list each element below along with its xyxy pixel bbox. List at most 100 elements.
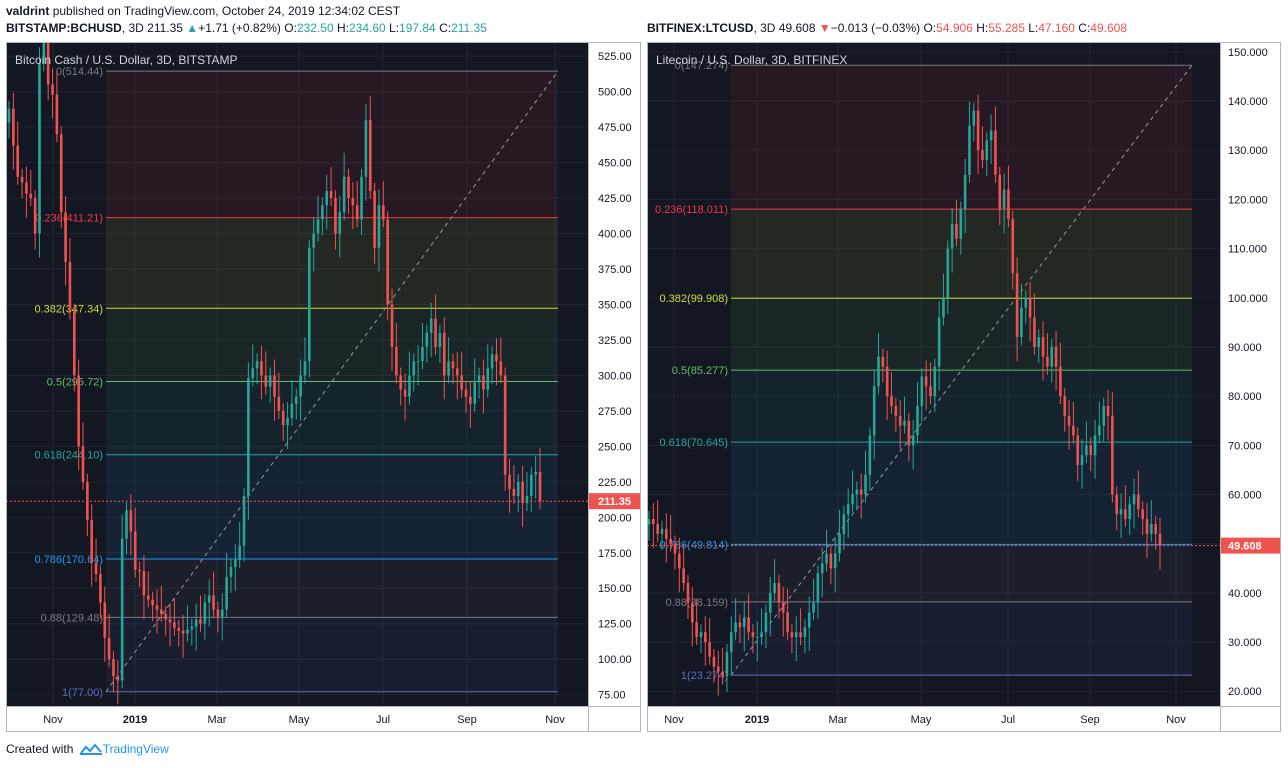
candle-body — [1158, 533, 1162, 546]
candle-body — [712, 656, 716, 667]
candle-body — [985, 140, 989, 161]
candle-body — [1076, 435, 1080, 465]
candle-body — [851, 494, 854, 505]
candle-body — [695, 622, 698, 638]
ltc-interval: 3D — [760, 21, 776, 35]
candle-body — [194, 619, 198, 627]
candle-body — [486, 368, 490, 390]
candle-body — [51, 84, 54, 95]
candle-body — [94, 562, 98, 575]
candle-body — [251, 368, 255, 379]
candle-body — [107, 637, 111, 660]
candle-body — [203, 602, 207, 624]
candle-body — [942, 297, 945, 318]
fib-zone — [106, 558, 558, 618]
fib-zone — [731, 370, 1192, 443]
candle-body — [77, 375, 80, 447]
candle-body — [399, 375, 403, 390]
footer-brand[interactable]: TradingView — [102, 742, 169, 756]
candle-body — [777, 583, 781, 603]
candle-body — [721, 671, 724, 677]
fib-level-label: 0(147.274) — [675, 60, 728, 72]
candle-body — [1046, 356, 1049, 367]
candle-body — [264, 375, 268, 387]
time-tick-label: May — [911, 714, 932, 726]
up-arrow-icon: ▲ — [186, 21, 199, 35]
candle-body — [738, 622, 742, 628]
candle-body — [799, 632, 802, 638]
candle-body — [308, 247, 311, 362]
fib-zone — [106, 217, 558, 309]
candle-body — [803, 627, 807, 638]
candle-body — [199, 619, 202, 624]
candle-body — [72, 311, 76, 376]
candle-body — [1020, 307, 1023, 338]
time-tick-label: Sep — [1080, 714, 1100, 726]
price-tick-label: 275.00 — [598, 406, 632, 418]
candle-body — [160, 609, 163, 614]
price-tick-label: 70.000 — [1228, 440, 1262, 452]
candle-body — [1145, 519, 1149, 534]
time-tick-label: May — [289, 714, 310, 726]
price-tick-label: 30.000 — [1228, 637, 1262, 649]
candle-body — [16, 145, 20, 177]
candle-body — [933, 366, 937, 397]
candle-body — [421, 347, 424, 362]
candle-body — [116, 676, 120, 681]
down-arrow-icon: ▼ — [818, 21, 831, 35]
candle-body — [652, 519, 655, 525]
candle-body — [716, 666, 720, 672]
candle-body — [29, 193, 33, 199]
bch-low: 197.84 — [399, 21, 436, 35]
candle-body — [708, 642, 711, 657]
fib-level-label: 0.5(295.72) — [47, 376, 103, 388]
candle-body — [1041, 337, 1045, 357]
ltc-symbol[interactable]: BITFINEX:LTCUSD — [647, 21, 754, 35]
candle-body — [447, 361, 450, 376]
candle-body — [482, 375, 485, 390]
candle-body — [255, 361, 259, 369]
bch-interval: 3D — [128, 21, 144, 35]
candle-body — [1085, 445, 1088, 456]
candle-body — [1132, 494, 1136, 505]
candle-body — [894, 405, 898, 416]
ltc-open: 54.906 — [936, 21, 973, 35]
candle-body — [508, 474, 511, 489]
candle-body — [1141, 509, 1144, 520]
time-tick-label: Jul — [1001, 714, 1015, 726]
price-tick-label: 100.00 — [598, 654, 632, 666]
candle-body — [790, 632, 794, 638]
candle-body — [946, 248, 950, 298]
bch-symbol[interactable]: BITSTAMP:BCHUSD — [6, 21, 122, 35]
time-tick-label: Mar — [829, 714, 848, 726]
candle-body — [434, 318, 437, 348]
footer-created: Created with — [6, 742, 74, 756]
candle-body — [760, 632, 763, 638]
chart-title: Bitcoin Cash / U.S. Dollar, 3D, BITSTAMP — [15, 53, 238, 67]
chart-frame — [6, 42, 641, 732]
price-tick-label: 20.000 — [1228, 686, 1262, 698]
ltc-chart[interactable]: 0(147.274) 0.236(118.011) 0.382(99.908) 0.5… — [647, 42, 1281, 732]
current-price-label: 211.35 — [598, 496, 631, 508]
time-tick-label: 2019 — [123, 714, 147, 726]
price-tick-label: 250.00 — [598, 441, 632, 453]
candle-body — [673, 543, 677, 554]
candle-body — [377, 205, 381, 248]
candle-body — [1137, 494, 1140, 510]
fib-zone — [731, 601, 1192, 676]
price-tick-label: 300.00 — [598, 370, 632, 382]
candle-body — [268, 375, 272, 387]
candle-body — [699, 632, 703, 638]
author-name[interactable]: valdrint — [6, 4, 50, 18]
price-tick-label: 60.000 — [1228, 490, 1262, 502]
bch-chart[interactable]: 0(514.44)0.236(411.21)0.382(347.34)0.5(2… — [6, 42, 641, 732]
candle-body — [521, 481, 524, 504]
publish-line: valdrint published on TradingView.com, O… — [6, 4, 400, 18]
candle-body — [277, 396, 281, 411]
plot-background — [6, 42, 588, 706]
candle-body — [451, 361, 455, 369]
candle-body — [299, 375, 302, 397]
candle-body — [316, 219, 320, 234]
fib-level-label: 0.236(118.011) — [655, 204, 728, 216]
candle-body — [1119, 509, 1123, 515]
